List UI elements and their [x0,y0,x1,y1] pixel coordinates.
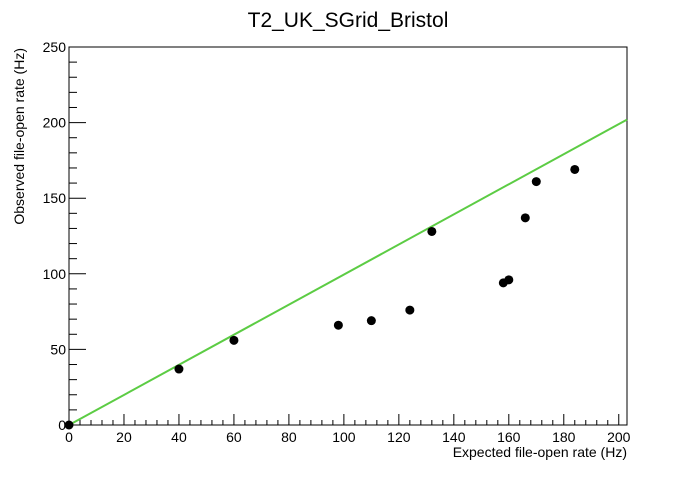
x-tick-label: 160 [497,429,521,445]
plot-frame [68,46,628,426]
data-point [366,316,376,326]
x-tick-label: 60 [226,429,242,445]
data-point [229,335,239,345]
y-tick-label: 0 [58,417,66,433]
data-point [570,164,580,174]
data-point [333,320,343,330]
data-point [174,364,184,374]
x-tick-label: 140 [442,429,466,445]
data-point [520,213,530,223]
y-tick-label: 200 [43,115,67,131]
y-tick-label: 250 [43,39,67,55]
fit-line [68,118,628,426]
data-points [64,164,580,430]
y-tick-label: 50 [50,341,66,357]
axes: 0 20 40 60 80 100 120 140 160 180 200 0 50 100 150 200 2… [43,39,631,445]
y-axis-label: Observed file-open rate (Hz) [11,48,27,225]
x-tick-label: 0 [65,429,73,445]
data-point [504,275,514,285]
x-tick-label: 20 [116,429,132,445]
x-tick-label: 200 [607,429,631,445]
data-point [64,420,74,430]
y-tick-label: 100 [43,266,67,282]
data-point [405,305,415,315]
x-tick-label: 40 [171,429,187,445]
x-tick-label: 80 [281,429,297,445]
fit-line-group [68,118,628,426]
x-tick-label: 120 [387,429,411,445]
data-point [427,226,437,236]
x-tick-label: 100 [332,429,356,445]
y-tick-label: 150 [43,190,67,206]
x-tick-label: 180 [552,429,576,445]
x-axis-label: Expected file-open rate (Hz) [453,444,627,460]
data-point [531,177,541,187]
chart-title: T2_UK_SGrid_Bristol [248,9,449,32]
